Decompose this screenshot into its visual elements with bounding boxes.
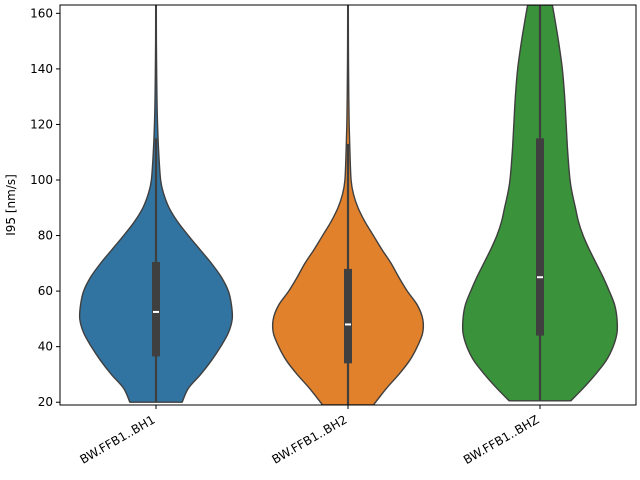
iqr-box-1	[152, 261, 160, 357]
violin-3	[461, 5, 619, 402]
x-tick-label-2: BW.FFB1..BH2	[269, 412, 349, 466]
y-tick-label-80: 80	[38, 229, 53, 243]
y-tick-label-120: 120	[30, 117, 53, 131]
iqr-box-3	[536, 138, 544, 336]
y-tick-label-160: 160	[30, 6, 53, 20]
y-axis-label: I95 [nm/s]	[4, 174, 18, 236]
y-tick-label-100: 100	[30, 173, 53, 187]
iqr-box-2	[344, 268, 352, 364]
violin-1	[78, 5, 234, 403]
y-tick-label-20: 20	[38, 395, 53, 409]
y-axis: 20 40 60 80 100 120 140 160	[30, 6, 60, 409]
y-tick-label-40: 40	[38, 340, 53, 354]
violin-2	[271, 5, 425, 405]
x-axis: BW.FFB1..BH1 BW.FFB1..BH2 BW.FFB1..BHZ	[77, 405, 542, 467]
x-tick-label-3: BW.FFB1..BHZ	[461, 412, 542, 467]
violins-layer	[78, 5, 619, 405]
y-tick-label-140: 140	[30, 62, 53, 76]
x-tick-label-1: BW.FFB1..BH1	[77, 412, 157, 466]
y-tick-label-60: 60	[38, 284, 53, 298]
